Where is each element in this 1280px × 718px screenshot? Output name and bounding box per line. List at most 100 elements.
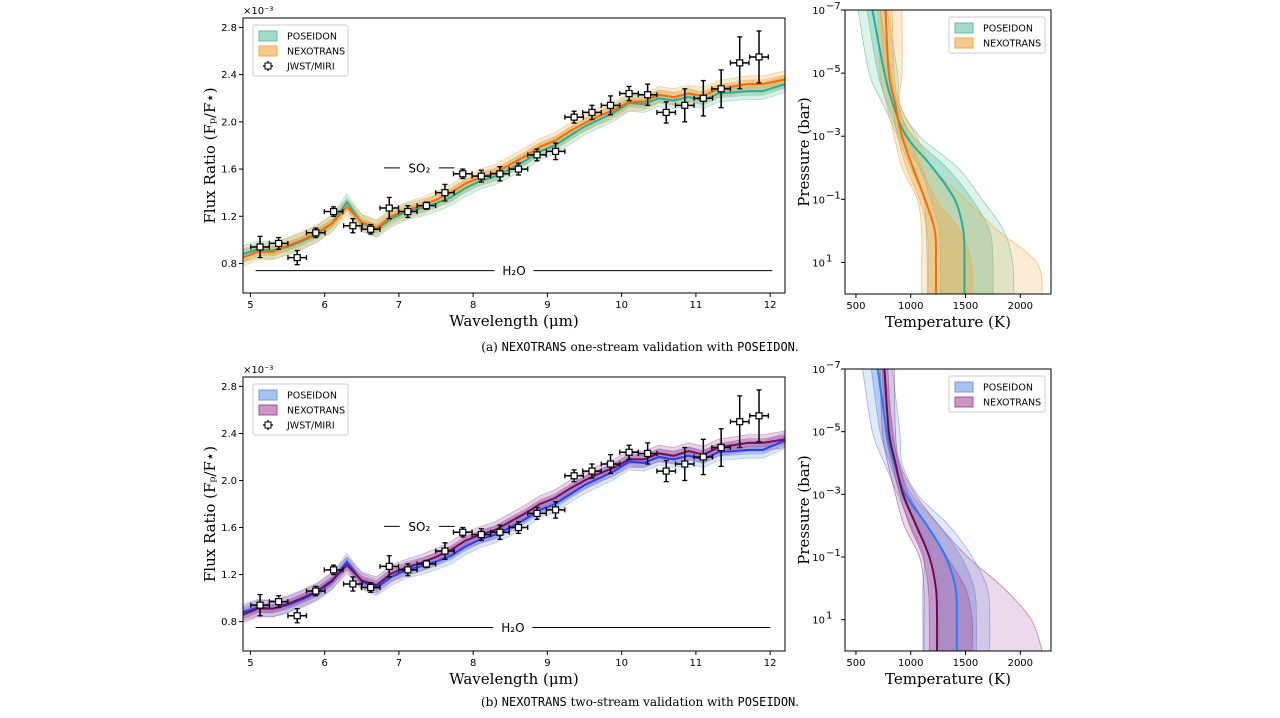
data-point (508, 520, 529, 535)
y-tick-label: 1.2 (221, 570, 237, 581)
annotation-label: SO₂ (408, 161, 430, 175)
data-marker (644, 449, 652, 458)
data-point (656, 101, 677, 124)
legend-item-poseidon: POSEIDON (954, 381, 1033, 394)
data-point (600, 453, 621, 475)
y-tick-label: 0.8 (221, 617, 237, 628)
data-point (729, 36, 750, 90)
data-point (435, 542, 455, 560)
legend-label: POSEIDON (983, 24, 1033, 35)
data-point (360, 223, 381, 235)
caption-a: (a) NEXOTRANS one-stream validation with… (0, 340, 1280, 354)
data-point (471, 528, 492, 542)
y-tick-label: 0.8 (221, 259, 237, 270)
line-poseidon (876, 369, 958, 651)
data-marker (606, 101, 615, 109)
data-marker (441, 189, 449, 197)
data-marker (588, 108, 596, 117)
data-marker (312, 587, 320, 595)
line-nexotrans (243, 78, 785, 259)
annotation-label: SO₂ (408, 520, 430, 534)
legend-swatch (954, 22, 974, 34)
data-marker (385, 204, 393, 212)
data-point (749, 30, 769, 84)
data-marker (625, 448, 633, 456)
data-point (379, 196, 400, 220)
y-axis-label: Flux Ratio (Fₚ/F⋆) (201, 446, 219, 582)
data-marker (681, 460, 689, 468)
chart-a-spectrum: SO₂ H₂O 5 6 7 8 9 10 11 12 0.8 1.2 1.6 2.0 2.4 2.8 Wavel… (201, 6, 786, 330)
data-point (268, 236, 289, 250)
data-point (508, 162, 529, 176)
data-point (729, 395, 750, 449)
data-point (489, 524, 510, 540)
line-poseidon (871, 10, 966, 294)
annotation-label: H₂O (502, 264, 525, 278)
y-tick-label: 10 (812, 195, 825, 206)
legend-label: JWST/MIRI (286, 62, 335, 73)
x-tick-label: 2000 (1008, 658, 1033, 669)
caption-b-code2: POSEIDON (737, 695, 796, 709)
data-point (545, 142, 566, 161)
data-marker (625, 89, 633, 98)
data-marker (514, 523, 523, 532)
data-marker (570, 472, 578, 480)
y-tick-exponent: −7 (826, 1, 841, 12)
x-tick-label: 12 (764, 658, 777, 669)
caption-b: (b) NEXOTRANS two-stream validation with… (0, 695, 1280, 709)
legend-swatch (258, 30, 278, 42)
legend-marker (264, 62, 272, 70)
y-tick-label: 10 (812, 365, 825, 376)
data-point (305, 585, 326, 597)
data-point (693, 438, 714, 476)
caption-a-suffix: . (794, 340, 799, 354)
legend-label: POSEIDON (287, 391, 337, 402)
data-marker (349, 580, 357, 588)
y-tick-label: 1.6 (221, 165, 237, 176)
legend-swatch (954, 37, 974, 49)
data-point (564, 110, 585, 124)
data-point (287, 608, 308, 624)
legend-label: NEXOTRANS (287, 406, 345, 417)
y-tick-label: 2.0 (221, 117, 237, 128)
plot-area (243, 30, 785, 267)
data-marker (717, 443, 725, 452)
y-tick-label: 10 (812, 6, 825, 17)
data-marker (404, 566, 412, 574)
legend-label: NEXOTRANS (983, 39, 1041, 50)
y-tick-exponent: −1 (826, 548, 841, 559)
data-point (379, 555, 400, 578)
data-point (268, 595, 289, 609)
x-tick-label: 2000 (1008, 301, 1033, 312)
data-marker (293, 253, 301, 262)
data-marker (367, 583, 375, 592)
band-nexotrans-sigma2 (879, 369, 1043, 651)
legend-item-nexotrans: NEXOTRANS (258, 404, 345, 417)
x-axis-label: Wavelength (μm) (449, 670, 578, 688)
x-tick-label: 8 (470, 300, 476, 311)
data-point (342, 217, 363, 234)
data-point (693, 79, 714, 117)
y-tick-label: 2.4 (221, 70, 237, 81)
y-axis-label: Flux Ratio (Fₚ/F⋆) (201, 87, 219, 223)
data-point (305, 227, 326, 239)
data-marker (477, 530, 485, 539)
y-tick-exponent: −5 (826, 64, 841, 75)
data-marker (514, 165, 523, 173)
data-marker (256, 243, 264, 251)
x-tick-label: 500 (846, 658, 865, 669)
data-point (545, 501, 566, 519)
x-tick-label: 12 (764, 300, 777, 311)
legend: POSEIDON NEXOTRANS (948, 375, 1046, 413)
x-tick-label: 10 (615, 658, 628, 669)
data-point (416, 201, 437, 210)
x-tick-label: 6 (321, 658, 327, 669)
data-point (250, 593, 271, 617)
data-marker (459, 528, 467, 536)
y-tick-label: 1.6 (221, 523, 237, 534)
legend-marker (264, 421, 272, 429)
data-point (637, 83, 658, 106)
